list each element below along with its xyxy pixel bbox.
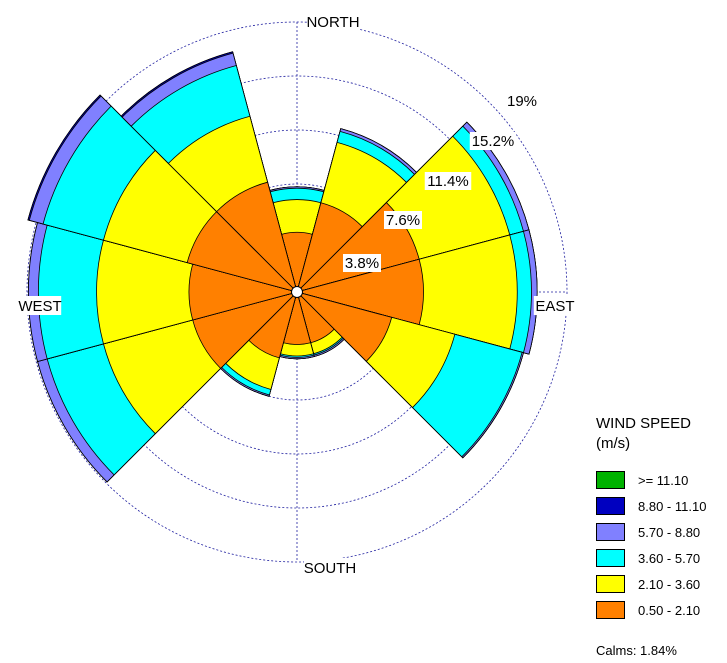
grid-ring	[26, 21, 568, 563]
legend-label: 3.60 - 5.70	[638, 550, 701, 566]
direction-label-south: SOUTH	[304, 560, 357, 577]
petals	[27, 51, 538, 483]
ring-label-bg	[424, 172, 472, 190]
ring-label-bg	[343, 254, 381, 272]
legend-label: 5.70 - 8.80	[638, 524, 701, 540]
direction-label-east: EAST	[535, 298, 574, 315]
direction-label-west: WEST	[18, 298, 61, 315]
legend-item: 5.70 - 8.80	[596, 519, 727, 545]
direction-label-north: NORTH	[306, 14, 359, 31]
ring-label: 11.4%	[427, 173, 468, 190]
legend-label: 8.80 - 11.10	[638, 498, 707, 514]
legend-item: 0.50 - 2.10	[596, 597, 727, 623]
direction-label-bg	[307, 12, 359, 31]
petal-NNW-bin-0	[216, 181, 298, 294]
legend-unit: (m/s)	[596, 435, 631, 452]
legend-label: 2.10 - 3.60	[638, 576, 701, 592]
direction-label-bg	[533, 296, 577, 315]
legend-swatch	[596, 601, 625, 619]
legend: WIND SPEED (m/s) >= 11.10 8.80 - 11.10 5.7…	[596, 414, 727, 623]
legend-item: 3.60 - 5.70	[596, 545, 727, 571]
legend-label: >= 11.10	[638, 472, 689, 488]
legend-swatch	[596, 523, 625, 541]
legend-item: 8.80 - 11.10	[596, 493, 727, 519]
ring-label: 15.2%	[472, 133, 515, 150]
legend-label: 0.50 - 2.10	[638, 602, 701, 618]
legend-swatch	[596, 549, 625, 567]
legend-swatch	[596, 575, 625, 593]
ring-label-bg	[384, 211, 422, 229]
legend-title: WIND SPEED	[596, 415, 692, 432]
center-dot	[291, 286, 303, 298]
ring-label-bg	[507, 92, 537, 110]
legend-item: >= 11.10	[596, 467, 727, 493]
legend-item: 2.10 - 3.60	[596, 571, 727, 597]
legend-swatch	[596, 471, 625, 489]
ring-label: 7.6%	[386, 212, 420, 229]
ring-label: 3.8%	[345, 255, 379, 272]
direction-label-bg	[304, 558, 356, 577]
ring-label: 19%	[507, 93, 537, 110]
legend-swatch	[596, 497, 625, 515]
ring-label-bg	[469, 132, 517, 150]
direction-label-bg	[18, 296, 62, 315]
petal-ESE-bin-0	[295, 291, 393, 362]
calms-label: Calms: 1.84%	[596, 643, 677, 658]
